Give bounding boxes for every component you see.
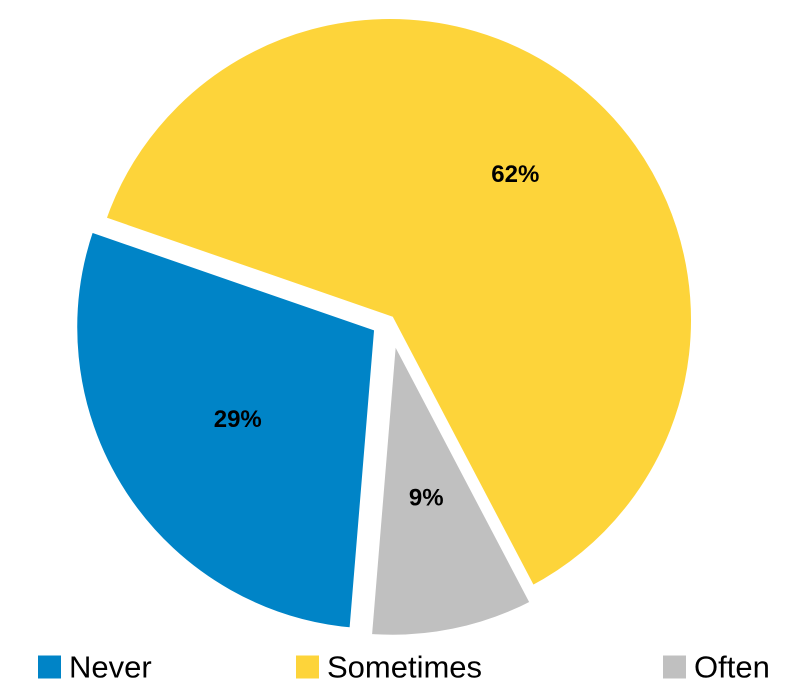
legend-swatch-never (38, 655, 61, 679)
legend-label-sometimes: Sometimes (327, 650, 482, 685)
pie-slice-never (69, 222, 383, 636)
legend-swatch-sometimes (296, 655, 319, 679)
slice-label-never: 29% (214, 406, 262, 433)
legend-item-often: Often (663, 650, 770, 685)
legend-item-sometimes: Sometimes (296, 650, 482, 685)
legend-swatch-often (663, 655, 686, 679)
legend-label-often: Often (694, 650, 770, 685)
slice-labels: 29% 62% 9% (214, 161, 540, 512)
slice-label-sometimes: 62% (491, 161, 539, 188)
legend-item-never: Never (38, 650, 152, 685)
pie-slice-sometimes (96, 11, 699, 596)
slice-label-often: 9% (409, 485, 444, 512)
pie-slice-often (363, 319, 540, 643)
legend: Never Sometimes Often (38, 650, 770, 685)
legend-label-never: Never (69, 650, 152, 685)
pie-slices (69, 11, 699, 643)
